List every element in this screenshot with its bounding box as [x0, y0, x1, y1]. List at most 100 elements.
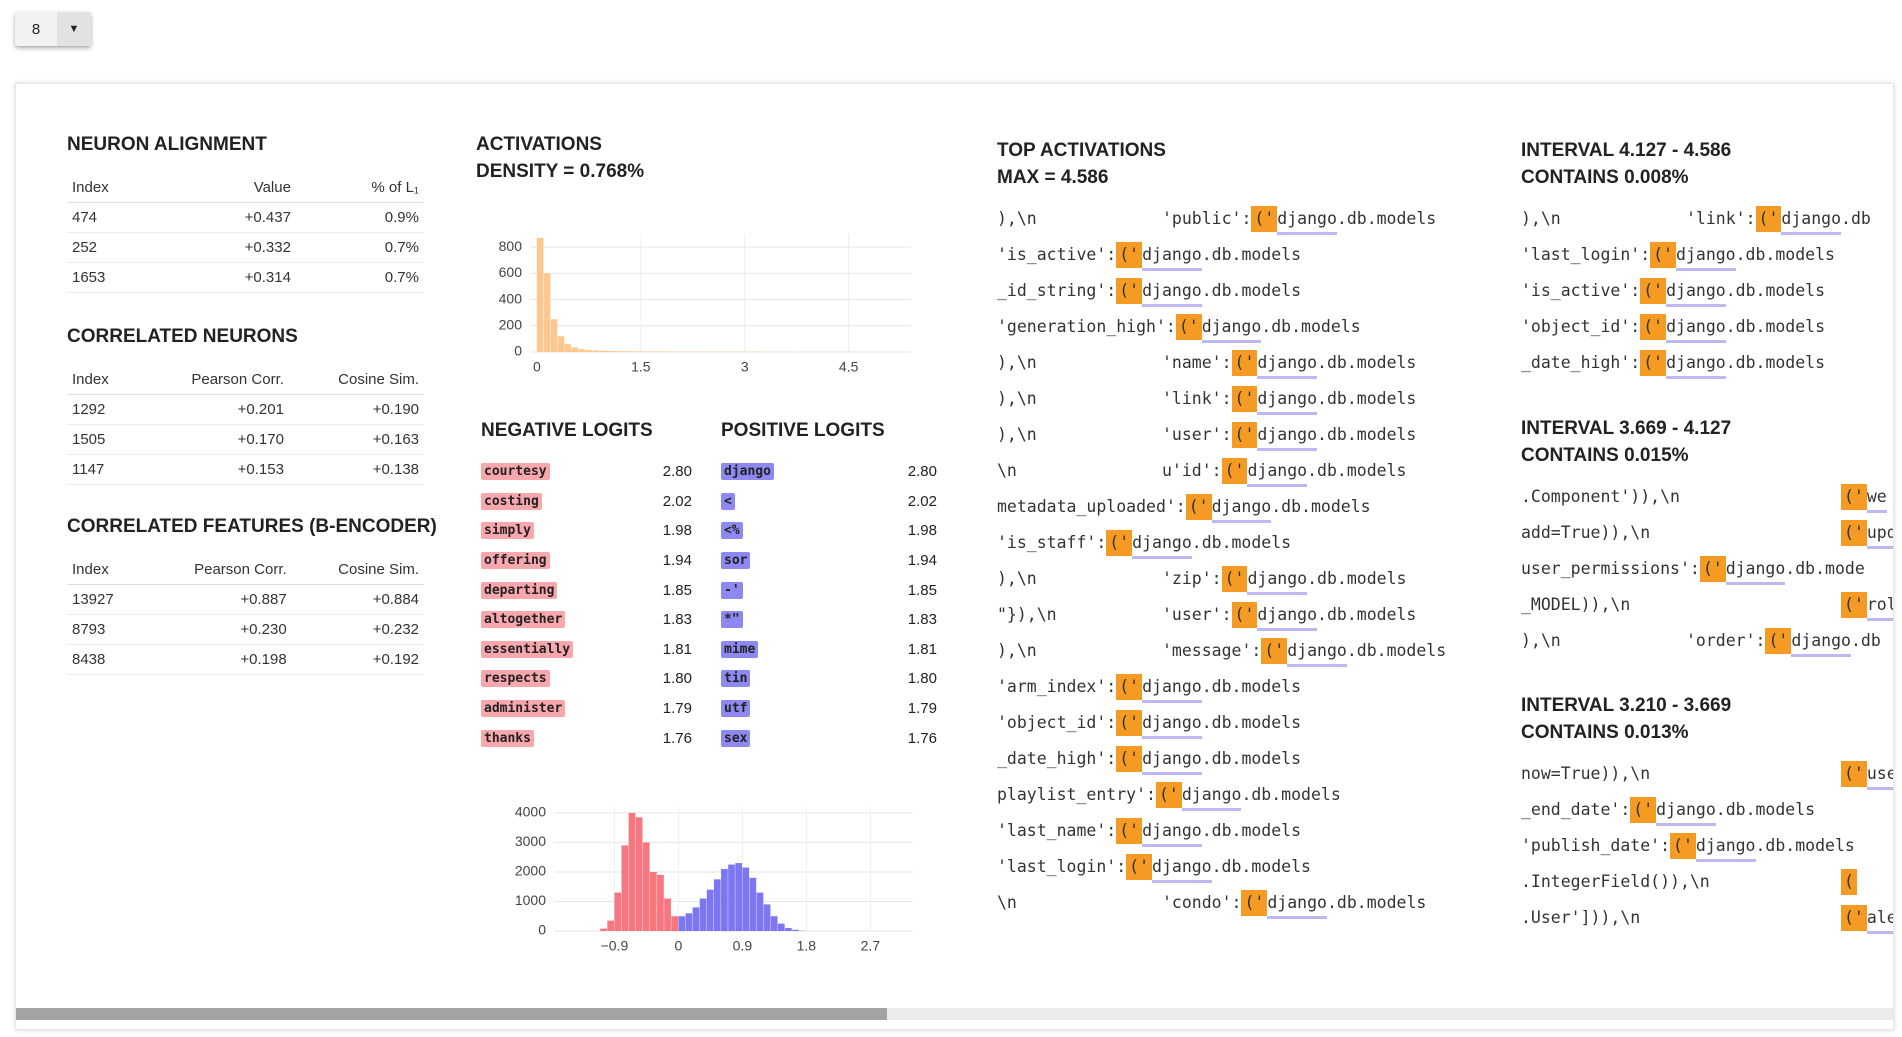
token-word: django: [1781, 206, 1842, 235]
section-title: INTERVAL 3.669 - 4.127: [1521, 418, 1732, 439]
token-key: metadata_uploaded':: [997, 497, 1186, 516]
histogram-bar: [685, 913, 693, 931]
dropdown-arrow[interactable]: ▼: [57, 12, 91, 46]
x-tick-label: 0.9: [733, 938, 753, 954]
token-word: django: [1247, 566, 1308, 595]
table-cell: +0.232: [291, 614, 424, 645]
y-tick-label: 200: [499, 316, 523, 332]
table-cell: 0.9%: [295, 202, 424, 233]
token-hl: (': [1221, 566, 1248, 592]
token-key: _end_date':: [1521, 800, 1631, 819]
token-hl: (': [1670, 833, 1696, 859]
histogram-bar: [742, 867, 750, 931]
section-title: INTERVAL 3.210 - 3.669: [1521, 695, 1732, 716]
token-left: \n: [997, 893, 1017, 912]
x-tick-label: 1.8: [797, 938, 817, 954]
x-tick-label: 0: [533, 359, 541, 375]
token-hl: (': [1841, 905, 1867, 931]
histogram-bar: [564, 344, 572, 352]
table-cell: 1505: [67, 424, 137, 455]
histogram-bar: [777, 923, 785, 931]
token-word: user': [1866, 761, 1893, 790]
logit-row: <2.02: [721, 487, 937, 517]
logit-row: *" 1.83: [721, 605, 937, 635]
token-key: 'is_staff':: [997, 533, 1107, 552]
feature-dropdown[interactable]: 8 ▼: [15, 12, 91, 46]
scrollbar-thumb[interactable]: [16, 1008, 887, 1020]
token-key: 'object_id':: [1521, 317, 1641, 336]
token-key: 'condo':: [1162, 893, 1242, 912]
logit-row: essentially 1.81: [481, 635, 692, 665]
token-word: django: [1257, 422, 1318, 451]
histogram-bar: [728, 864, 735, 931]
token-key: u'id':: [1162, 461, 1222, 480]
histogram-bar: [642, 842, 650, 931]
token-key: user_permissions':: [1521, 559, 1700, 578]
token-word: django: [1132, 530, 1192, 559]
scrollbar[interactable]: [16, 1008, 1893, 1020]
table-cell: 13927: [67, 584, 143, 615]
logit-value: 1.85: [662, 581, 692, 599]
y-tick-label: 800: [499, 238, 523, 254]
token-hl: (': [1116, 674, 1143, 700]
token-hl: (': [1699, 556, 1726, 582]
token-key: 'link':: [1686, 209, 1756, 228]
histogram-bar: [706, 889, 714, 931]
histogram-bar: [536, 237, 544, 352]
data-table: Index Pearson Corr. Cosine Sim. 13927 +0.887…: [67, 554, 424, 675]
logit-value: 1.83: [907, 611, 937, 629]
token-row: 'is_active': (' django.db.models: [1521, 273, 1893, 309]
token-tail: .db.models: [1271, 497, 1371, 516]
table-cell: +0.153: [136, 454, 289, 485]
histogram-bar: [735, 863, 742, 931]
token-chip: sor: [721, 552, 751, 570]
token-tail: .db.models: [1201, 677, 1302, 696]
histogram-bar: [721, 869, 728, 931]
logit-value: 1.79: [662, 700, 692, 718]
token-row: .Component')),\n (' we: [1521, 479, 1893, 515]
token-key: 'last_login':: [1521, 245, 1651, 264]
token-left: now=True)),\n: [1521, 764, 1651, 783]
token-row: ),\n 'zip': (' django.db.models: [997, 561, 1497, 597]
histogram-bar: [613, 351, 620, 352]
header-row: Index Pearson Corr. Cosine Sim.: [67, 554, 424, 585]
table-cell: 1147: [67, 454, 137, 485]
histogram-bar: [550, 319, 558, 352]
token-row: now=True)),\n ('user': [1521, 756, 1893, 792]
histogram-bar: [671, 916, 679, 931]
column-header: Pearson Corr.: [136, 364, 289, 395]
logit-value: 1.80: [907, 670, 937, 688]
histogram-bar: [649, 871, 657, 931]
table-row: 1505 +0.170 +0.163: [67, 424, 424, 455]
section-subtitle: MAX = 4.586: [997, 167, 1109, 188]
positive-logits: POSITIVE LOGITS django 2.80 <2.02 <% 1.98 sor 1…: [721, 417, 937, 753]
token-row: ),\n 'name': (' django.db.models: [997, 345, 1497, 381]
token-hl: (': [1841, 520, 1867, 546]
x-tick-label: 0: [675, 938, 683, 954]
token-tail: .db.models: [1317, 353, 1417, 372]
token-hl: (': [1640, 350, 1667, 376]
logit-row: django 2.80: [721, 457, 937, 487]
token-tail: .db.models: [1241, 785, 1341, 804]
logit-row: -' 1.85: [721, 575, 937, 605]
token-chip: utf: [721, 700, 751, 718]
token-hl: (': [1640, 314, 1667, 340]
logit-value: 1.98: [662, 522, 692, 540]
token-key: 'last_name':: [997, 821, 1117, 840]
token-row: _end_date': (' django.db.models: [1521, 792, 1893, 828]
token-chip: <: [721, 492, 735, 510]
logit-value: 2.02: [907, 492, 937, 510]
section-subtitle: DENSITY = 0.768%: [476, 161, 645, 182]
token-word: django: [1247, 458, 1308, 487]
histogram-bar: [628, 812, 636, 931]
logit-row: mime 1.81: [721, 635, 937, 665]
token-left: \n: [997, 461, 1017, 480]
dropdown-value: 8: [31, 20, 41, 38]
table-cell: +0.314: [170, 262, 296, 293]
logit-value: 1.81: [662, 640, 692, 658]
token-left: .Component')),\n: [1521, 487, 1680, 506]
logit-row: administer 1.79: [481, 694, 692, 724]
table-cell: +0.198: [142, 644, 292, 675]
token-word: django: [1666, 350, 1726, 379]
